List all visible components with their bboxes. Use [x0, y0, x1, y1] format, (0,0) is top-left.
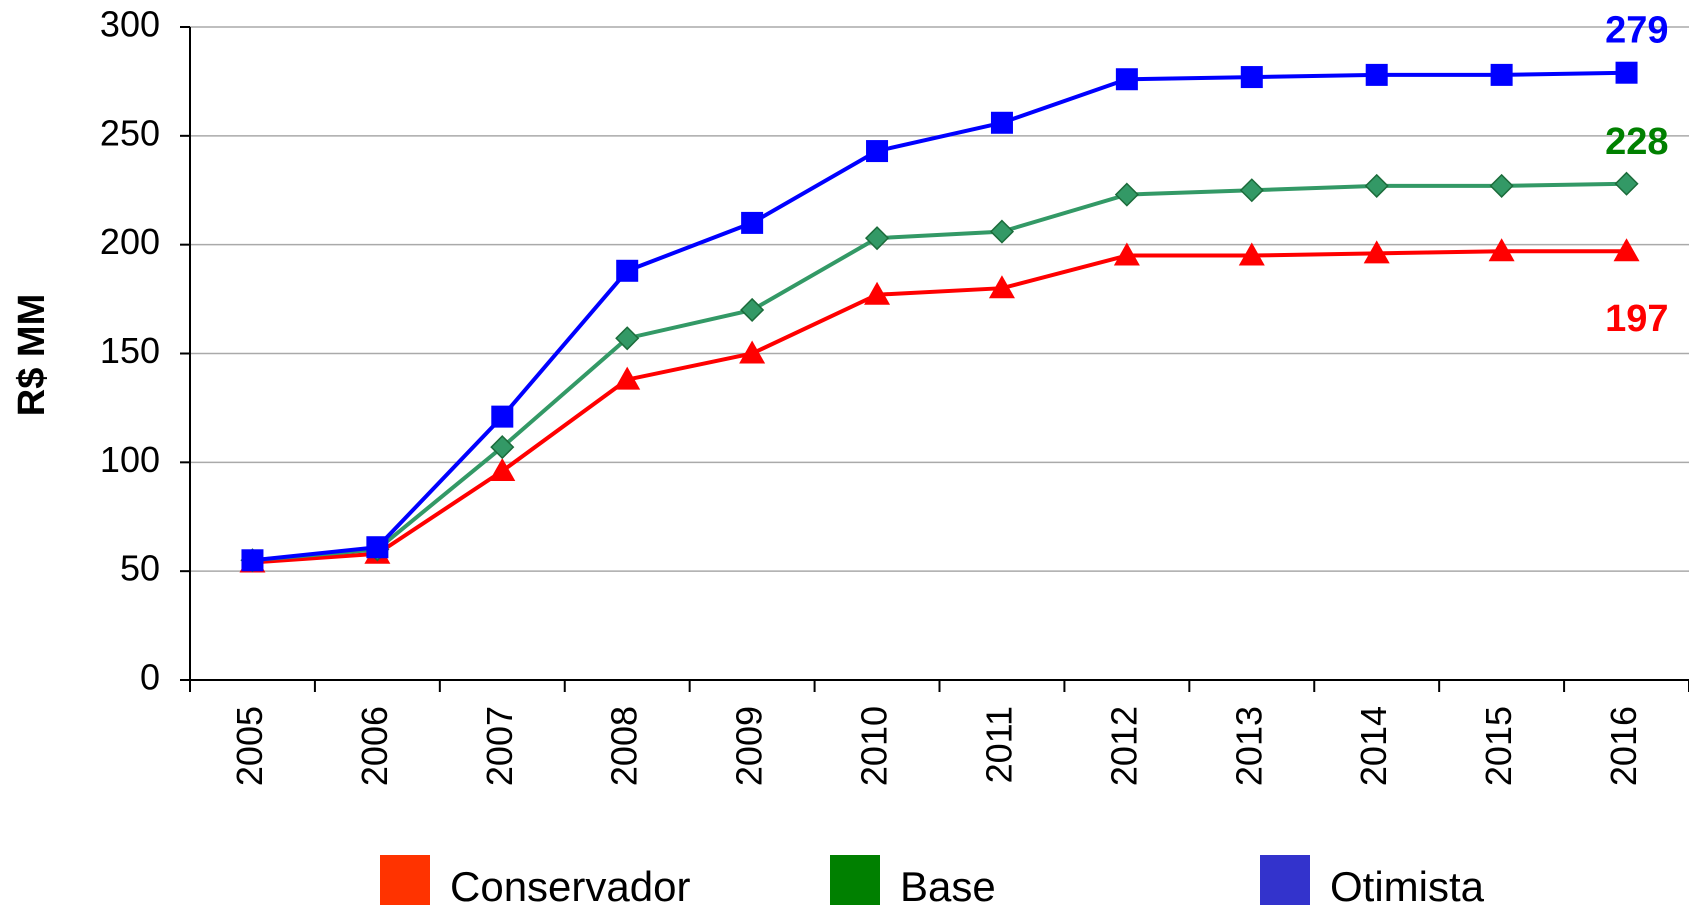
series-line [252, 249, 1627, 565]
marker [989, 219, 1015, 244]
x-tick-label: 2011 [978, 706, 1019, 783]
series-line [252, 70, 1627, 563]
x-tick-label: 2009 [729, 706, 770, 786]
x-tick-label: 2005 [229, 706, 270, 786]
marker [614, 366, 641, 390]
y-tick-label: 150 [100, 330, 160, 371]
x-tick-label: 2016 [1603, 706, 1644, 786]
marker [864, 226, 890, 251]
marker [1113, 242, 1140, 266]
x-tick-label: 2006 [354, 706, 395, 786]
marker [1238, 242, 1265, 266]
x-tick-label: 2013 [1228, 706, 1269, 786]
marker [988, 275, 1015, 299]
marker [491, 405, 514, 428]
y-tick-label: 0 [140, 657, 160, 698]
marker [741, 211, 764, 234]
legend-label: Base [900, 863, 996, 910]
y-tick-label: 100 [100, 439, 160, 480]
marker [1364, 173, 1389, 198]
data-label: 279 [1605, 10, 1668, 52]
x-tick-label: 2012 [1103, 706, 1144, 786]
x-tick-label: 2015 [1478, 706, 1519, 786]
legend-label: Conservador [450, 863, 690, 910]
marker [990, 111, 1013, 134]
marker [1613, 238, 1640, 262]
x-tick-label: 2008 [604, 706, 645, 786]
marker [1489, 173, 1514, 198]
legend-swatch [830, 855, 880, 905]
marker [866, 140, 889, 163]
legend-swatch [1260, 855, 1310, 905]
marker [366, 536, 389, 559]
marker [739, 340, 766, 364]
marker [489, 458, 516, 482]
marker [490, 435, 515, 460]
y-tick-label: 250 [100, 112, 160, 153]
marker [616, 259, 639, 282]
marker [1615, 61, 1638, 84]
marker [1114, 182, 1139, 207]
data-label: 197 [1605, 298, 1668, 340]
y-axis-title: R$ MM [11, 294, 53, 416]
marker [1365, 63, 1388, 86]
legend-label: Otimista [1330, 863, 1485, 910]
marker [1363, 240, 1390, 264]
marker [241, 549, 264, 572]
marker [1115, 68, 1138, 91]
y-tick-label: 200 [100, 221, 160, 262]
marker [740, 297, 765, 323]
marker [1490, 63, 1513, 86]
x-tick-label: 2010 [854, 706, 895, 786]
data-label: 228 [1605, 121, 1668, 163]
marker [1488, 238, 1515, 262]
series-line [252, 181, 1627, 563]
x-tick-label: 2014 [1353, 706, 1394, 786]
y-tick-label: 300 [100, 4, 160, 45]
marker [864, 281, 891, 305]
marker [615, 326, 640, 351]
marker [1239, 178, 1264, 203]
x-tick-label: 2007 [479, 706, 520, 786]
legend-swatch [380, 855, 430, 905]
marker [1614, 171, 1639, 196]
marker [1240, 66, 1263, 89]
y-tick-label: 50 [120, 548, 160, 589]
